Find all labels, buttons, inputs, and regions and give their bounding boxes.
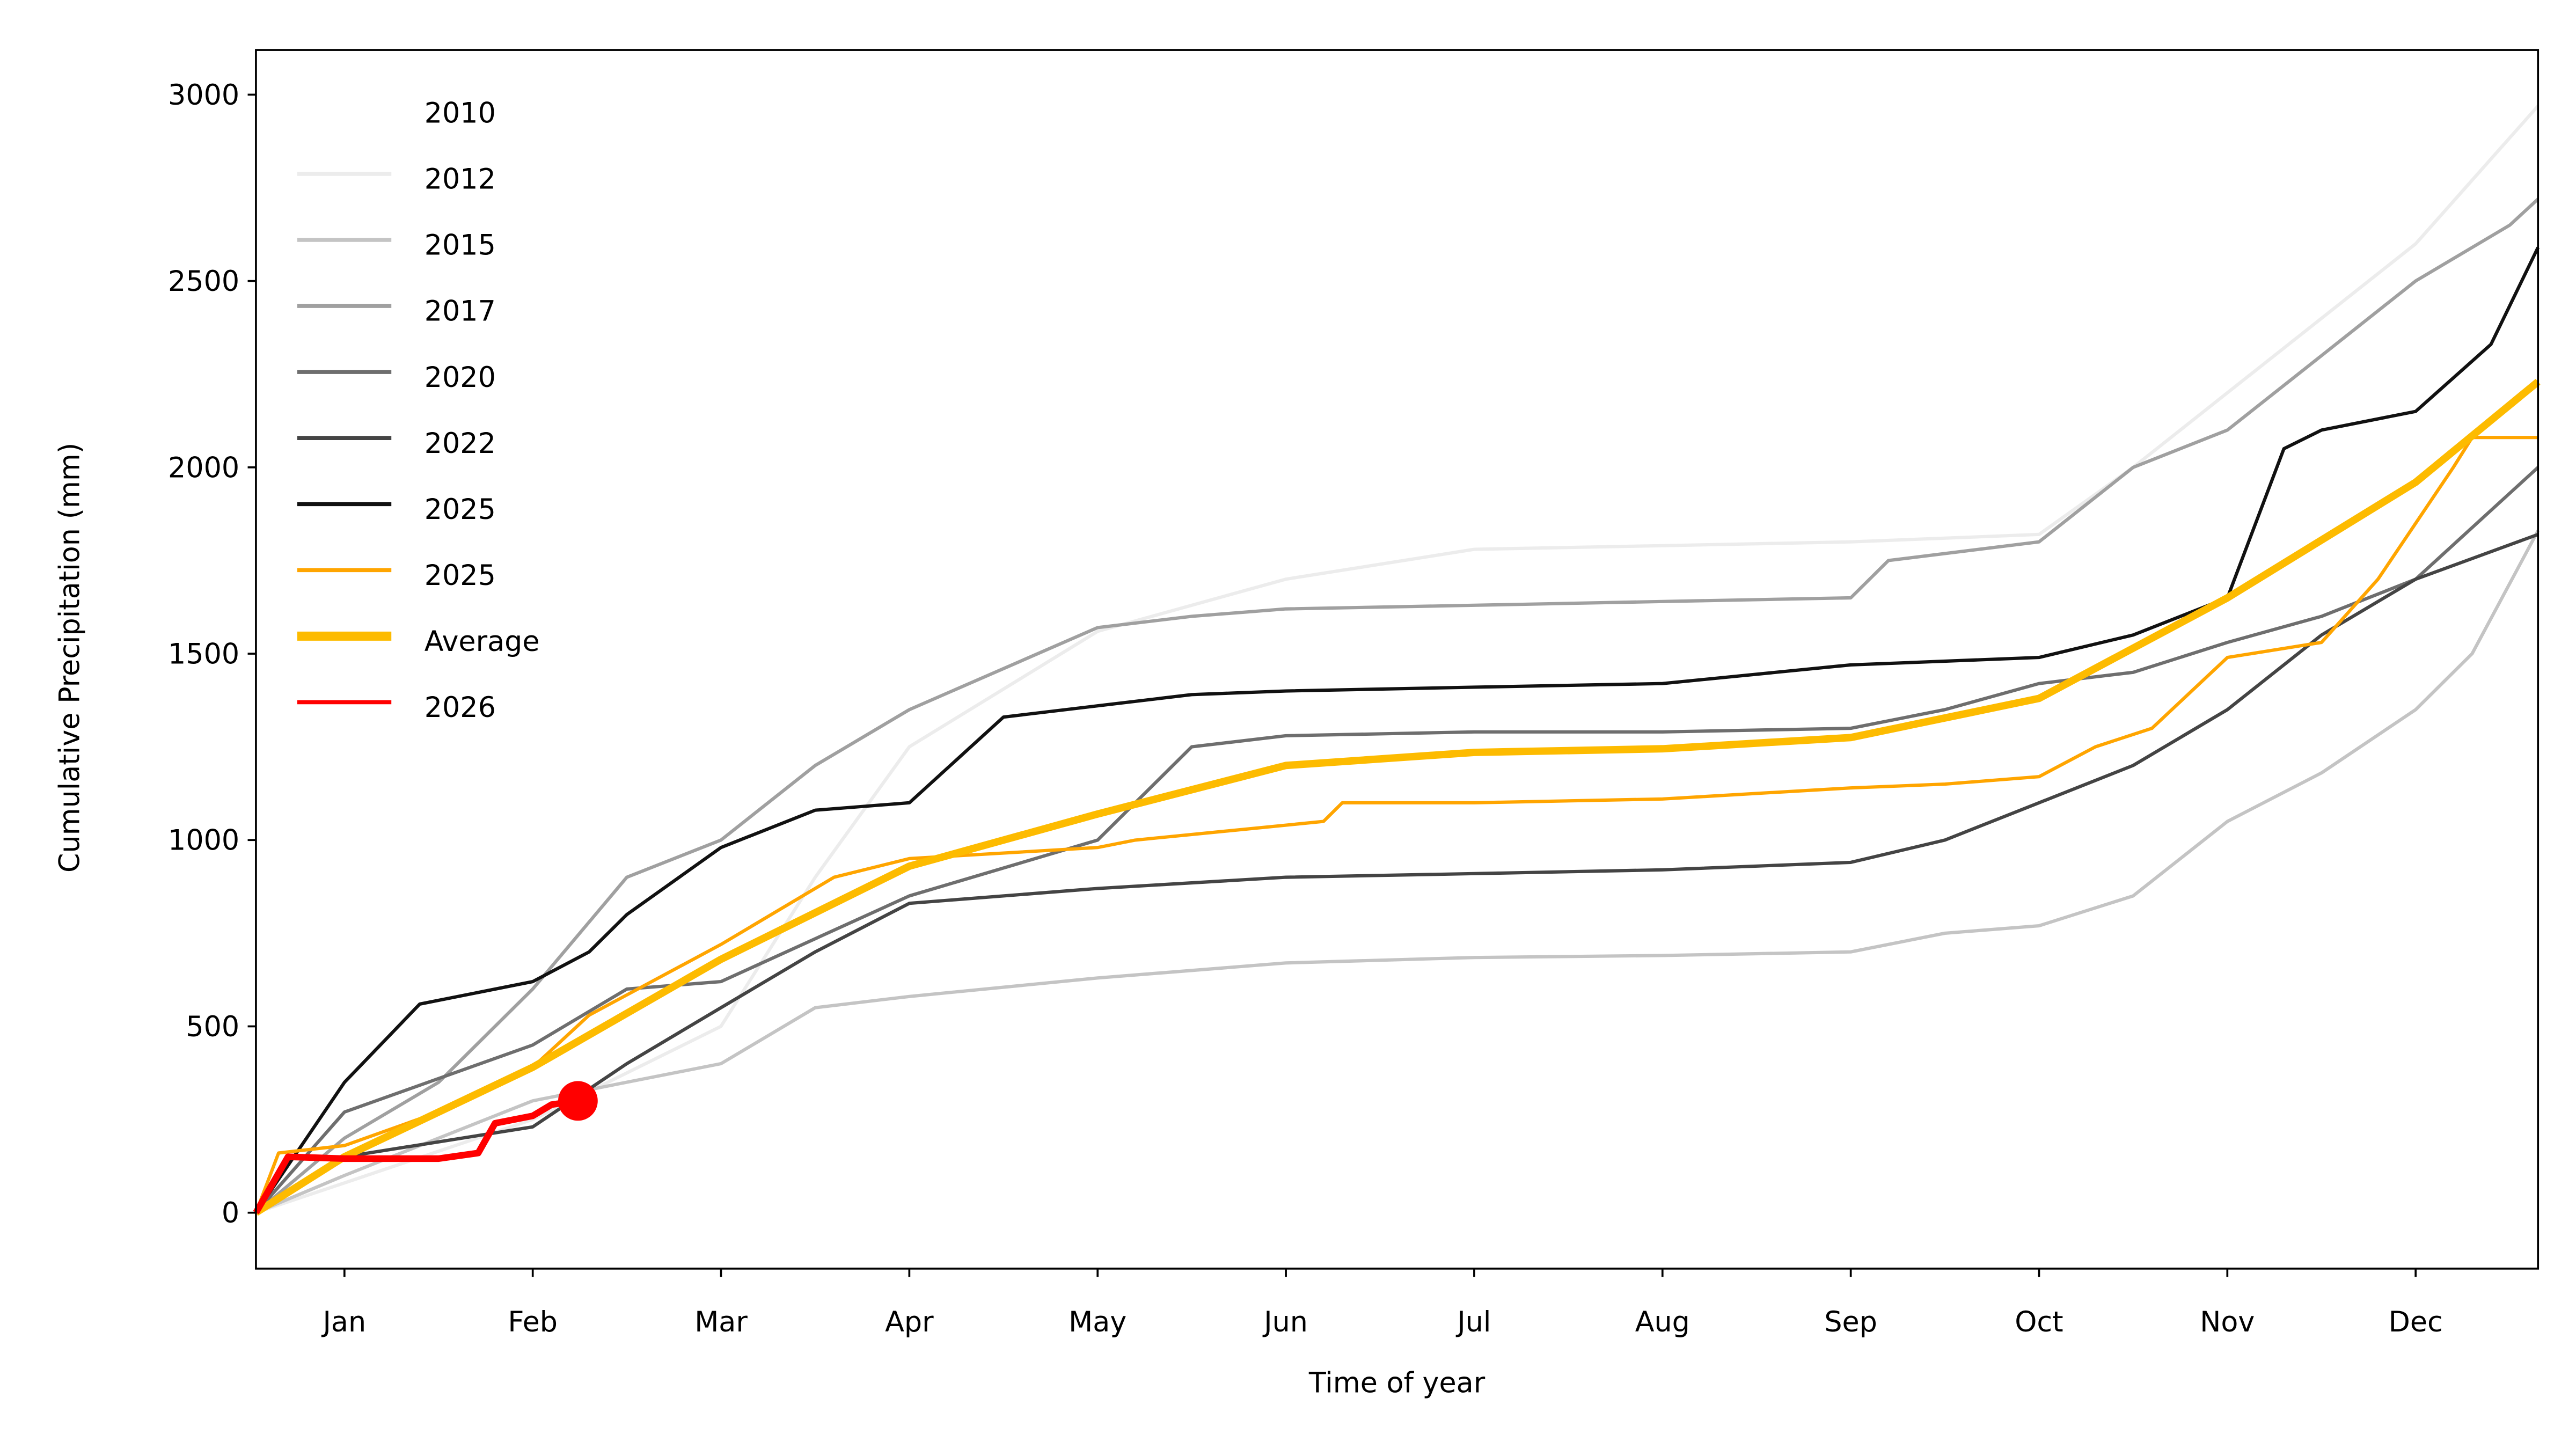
series-line-average-8 [254, 378, 2541, 1216]
y-tick-label: 1000 [168, 824, 239, 857]
y-tick-label: 2500 [168, 265, 239, 298]
series-line-2017-3 [254, 197, 2540, 1214]
x-tick-label: Oct [2015, 1306, 2063, 1338]
legend-label: 2012 [425, 163, 496, 196]
series-line-2026-9 [253, 1097, 579, 1214]
x-tick-label: May [1069, 1306, 1126, 1338]
legend: 2010 2012 2015 2017 2020 2022 2025 2025 Average 2… [297, 97, 540, 724]
legend-label: 2025 [425, 493, 496, 526]
x-tick-label: Jan [321, 1306, 367, 1338]
y-tick-label: 0 [222, 1197, 239, 1230]
series-layer [253, 105, 2541, 1216]
legend-label: 2020 [425, 361, 496, 394]
x-tick-label: Sep [1824, 1306, 1877, 1338]
x-tick-label: Dec [2389, 1306, 2443, 1338]
series-end-marker-2026 [558, 1081, 598, 1121]
plot-frame [255, 49, 2540, 1270]
series-line-2010-0 [255, 130, 2540, 1214]
x-tick-label: Jul [1455, 1306, 1491, 1338]
legend-label: 2025 [425, 559, 496, 592]
legend-label: 2015 [425, 229, 496, 262]
legend-label: 2022 [425, 427, 496, 460]
legend-label: 2010 [425, 97, 496, 129]
y-tick-label: 1500 [168, 638, 239, 671]
series-line-2015-2 [255, 530, 2540, 1214]
legend-label: 2017 [425, 295, 496, 328]
series-line-2025-6 [254, 246, 2540, 1214]
x-tick-label: Mar [694, 1306, 748, 1338]
legend-label: 2026 [425, 691, 496, 724]
series-line-2025-7 [254, 436, 2538, 1213]
legend-label: Average [425, 625, 540, 658]
x-tick-label: Aug [1635, 1306, 1690, 1338]
x-tick-label: Apr [885, 1306, 934, 1338]
x-tick-label: Jun [1262, 1306, 1308, 1338]
series-line-2020-4 [254, 466, 2540, 1214]
series-line-2012-1 [255, 105, 2540, 1214]
y-axis-label: Cumulative Precipitation (mm) [54, 443, 86, 873]
y-tick-label: 3000 [168, 79, 239, 112]
y-tick-label: 2000 [168, 451, 239, 484]
series-line-2022-5 [255, 532, 2539, 1214]
y-tick-label: 500 [186, 1011, 239, 1043]
x-axis: Jan Feb Mar Apr May Jun Jul Aug Sep Oct Nov Dec [321, 1268, 2443, 1338]
x-axis-label: Time of year [1308, 1367, 1485, 1400]
x-tick-label: Nov [2200, 1306, 2255, 1338]
y-axis: 0 500 1000 1500 2000 2500 3000 [168, 79, 256, 1230]
x-tick-label: Feb [508, 1306, 558, 1338]
